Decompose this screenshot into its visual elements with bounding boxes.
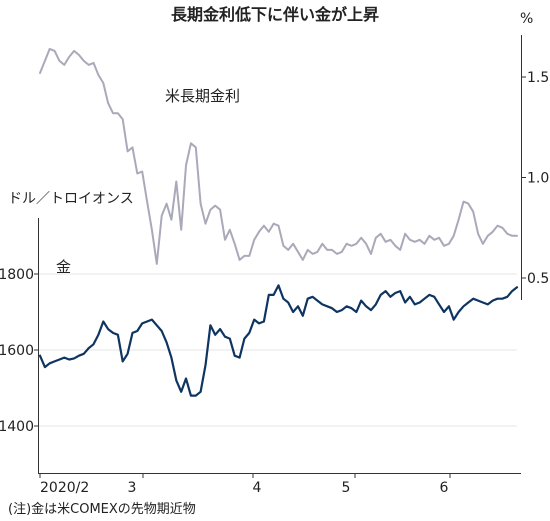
series-points-yield <box>39 48 518 264</box>
x-tick-label-2: 4 <box>253 480 262 496</box>
left-axis-gridlines <box>39 273 517 427</box>
left-tick-label-1: 1600 <box>0 343 34 359</box>
left-tick-label-0: 1400 <box>0 419 34 435</box>
series-line-gold <box>38 284 519 397</box>
x-tick-label-4: 6 <box>440 480 449 496</box>
x-tick-label-0: 2020/2 <box>40 480 89 496</box>
x-axis-ticks: 2020/2 3 4 5 6 <box>39 473 451 496</box>
series-label-gold: 金 <box>56 258 71 276</box>
right-axis-ticks: 0.5 1.0 1.5 <box>521 70 549 287</box>
x-tick-label-1: 3 <box>128 480 137 496</box>
chart-note: (注)金は米COMEXの先物期近物 <box>8 501 196 517</box>
left-axis-ticks: 1400 1600 1800 <box>0 267 38 435</box>
series-points-gold <box>39 285 518 396</box>
right-tick-label-0: 0.5 <box>527 271 549 287</box>
series-layer <box>38 47 519 397</box>
series-label-yield: 米長期金利 <box>165 87 240 105</box>
series-line-yield <box>39 47 518 265</box>
left-tick-label-2: 1800 <box>0 267 34 283</box>
right-axis-unit: % <box>520 11 533 27</box>
right-tick-label-2: 1.5 <box>527 70 549 86</box>
x-tick-label-3: 5 <box>342 480 351 496</box>
chart-title: 長期金利低下に伴い金が上昇 <box>171 5 379 24</box>
left-axis-unit: ドル／トロイオンス <box>8 191 134 207</box>
right-tick-label-1: 1.0 <box>527 171 549 187</box>
